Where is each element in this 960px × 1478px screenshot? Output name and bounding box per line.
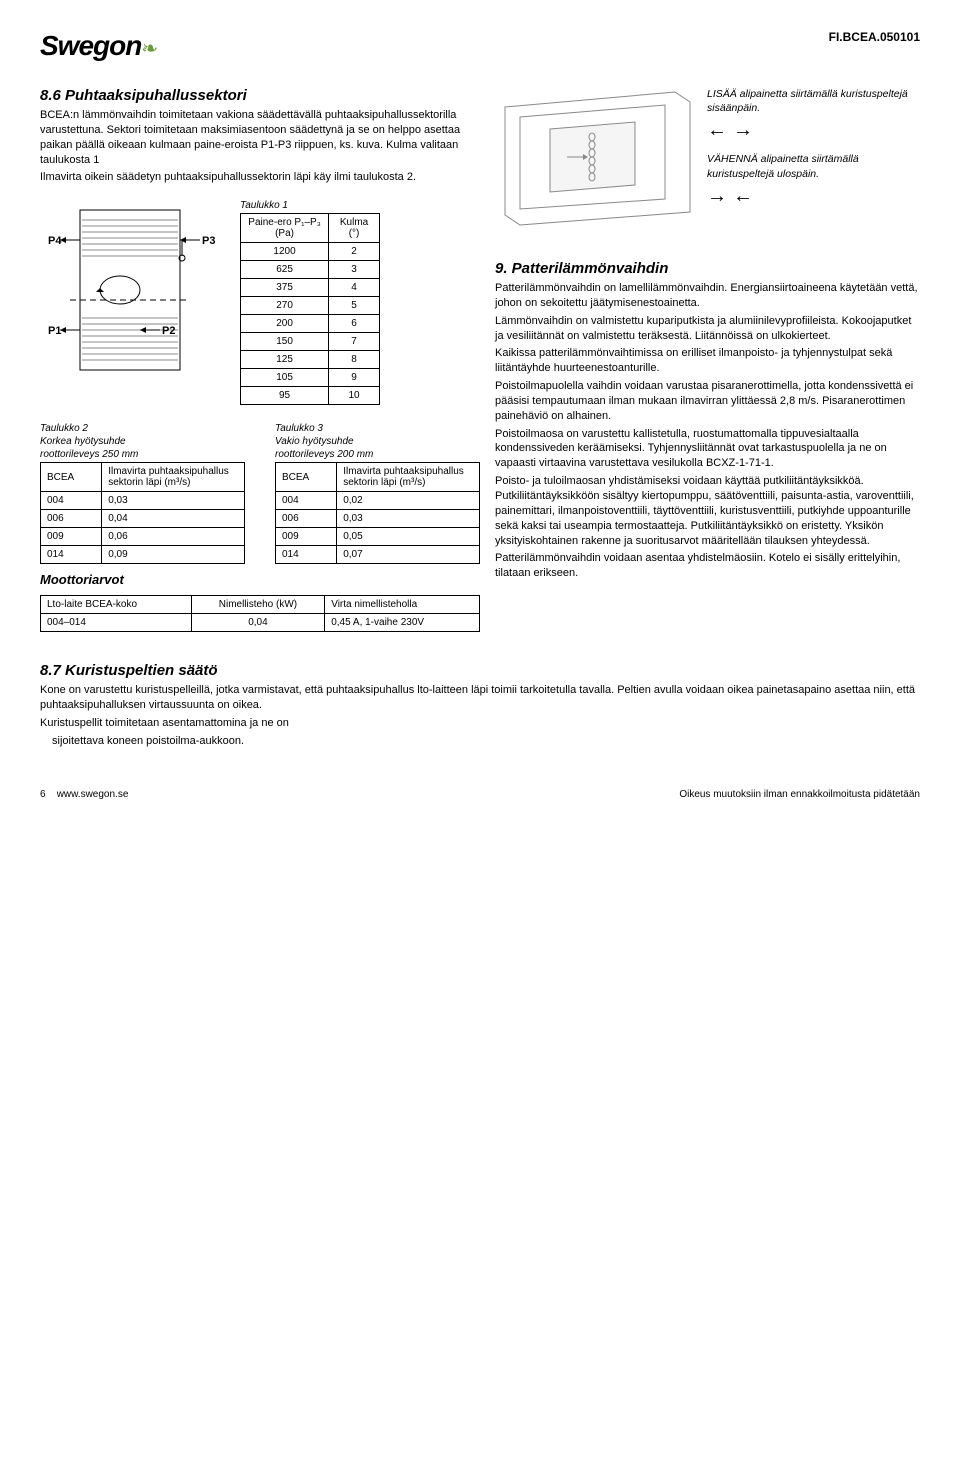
right-column: LISÄÄ alipainetta siirtämällä kuristuspe…	[495, 87, 920, 632]
sec86-p1: BCEA:n lämmönvaihdin toimitetaan vakiona…	[40, 108, 480, 167]
footer-url: www.swegon.se	[57, 789, 129, 800]
table-cell: 3	[329, 261, 380, 279]
label-p2: P2	[162, 325, 175, 337]
table-cell: 009	[276, 528, 337, 546]
label-p4: P4	[48, 235, 62, 247]
sec9-p6: Poisto- ja tuloilmaosan yhdistämiseksi v…	[495, 474, 920, 548]
damper-diagram: P4 P3 P1 P2	[40, 200, 220, 383]
sec87: 8.7 Kuristuspeltien säätö Kone on varust…	[40, 662, 920, 748]
table-cell: 0,05	[337, 528, 480, 546]
arrows-inward-icon: ←→	[707, 119, 920, 142]
table-cell: 004	[41, 492, 102, 510]
table-cell: 1200	[241, 243, 329, 261]
table1: Paine-ero P₁–P₃ (Pa) Kulma (°) 120026253…	[240, 213, 380, 405]
arrows-outward-icon: →←	[707, 185, 920, 208]
table-cell: 9	[329, 369, 380, 387]
table-cell: 95	[241, 387, 329, 405]
table1-container: Taulukko 1 Paine-ero P₁–P₃ (Pa) Kulma (°…	[240, 200, 380, 405]
table4: Lto-laite BCEA-koko Nimellisteho (kW) Vi…	[40, 595, 480, 632]
table-cell: 006	[276, 510, 337, 528]
sec87-p3: sijoitettava koneen poistoilma-aukkoon.	[40, 734, 920, 749]
table-cell: 6	[329, 315, 380, 333]
sec9-heading: 9. Patterilämmönvaihdin	[495, 260, 920, 277]
table-cell: 5	[329, 297, 380, 315]
sec87-p2: Kuristuspellit toimitetaan asentamattomi…	[40, 716, 920, 731]
footer-page: 6	[40, 789, 46, 800]
logo-text: Swegon	[40, 30, 141, 61]
logo: Swegon❧	[40, 30, 158, 62]
table1-h2: Kulma (°)	[329, 214, 380, 243]
table-cell: 10	[329, 387, 380, 405]
table-cell: 0,03	[337, 510, 480, 528]
table-cell: 625	[241, 261, 329, 279]
table-cell: 2	[329, 243, 380, 261]
table1-h1: Paine-ero P₁–P₃ (Pa)	[241, 214, 329, 243]
logo-leaf-icon: ❧	[141, 38, 158, 60]
label-p3: P3	[202, 235, 215, 247]
table-cell: 0,09	[102, 546, 245, 564]
table-cell: 150	[241, 333, 329, 351]
table-cell: 004	[276, 492, 337, 510]
table-cell: 4	[329, 279, 380, 297]
table3-container: Taulukko 3 Vakio hyötysuhde roottorileve…	[275, 423, 480, 564]
table-cell: 7	[329, 333, 380, 351]
sec9-p3: Kaikissa patterilämmönvaihtimissa on eri…	[495, 346, 920, 376]
sec9-p4: Poistoilmapuolella vaihdin voidaan varus…	[495, 379, 920, 424]
table3-caption: Taulukko 3	[275, 423, 480, 434]
sec9-p5: Poistoilmaosa on varustettu kallistetull…	[495, 427, 920, 472]
sec9-p1: Patterilämmönvaihdin on lamellilämmönvai…	[495, 281, 920, 311]
table-cell: 014	[41, 546, 102, 564]
table-cell: 0,06	[102, 528, 245, 546]
table-cell: 006	[41, 510, 102, 528]
footer: 6 www.swegon.se Oikeus muutoksiin ilman …	[40, 789, 920, 800]
table2-sub2: roottorileveys 250 mm	[40, 449, 245, 460]
sec87-p1: Kone on varustettu kuristuspelleillä, jo…	[40, 683, 920, 713]
left-column: 8.6 Puhtaaksipuhallussektori BCEA:n lämm…	[40, 87, 480, 632]
footer-right: Oikeus muutoksiin ilman ennakkoilmoitust…	[679, 789, 920, 800]
table2-caption: Taulukko 2	[40, 423, 245, 434]
table-cell: 009	[41, 528, 102, 546]
sec9-p7: Patterilämmönvaihdin voidaan asentaa yhd…	[495, 551, 920, 581]
sec9-p2: Lämmönvaihdin on valmistettu kupariputki…	[495, 314, 920, 344]
window-diagram	[495, 87, 695, 230]
table2-container: Taulukko 2 Korkea hyötysuhde roottorilev…	[40, 423, 245, 564]
table1-caption: Taulukko 1	[240, 200, 380, 211]
table3-sub1: Vakio hyötysuhde	[275, 436, 480, 447]
table3: BCEAIlmavirta puhtaaksipuhallus sektorin…	[275, 462, 480, 564]
table3-sub2: roottorileveys 200 mm	[275, 449, 480, 460]
document-code: FI.BCEA.050101	[829, 30, 920, 44]
note-decrease: VÄHENNÄ alipainetta siirtämällä kuristus…	[707, 152, 920, 180]
table2: BCEAIlmavirta puhtaaksipuhallus sektorin…	[40, 462, 245, 564]
note-increase: LISÄÄ alipainetta siirtämällä kuristuspe…	[707, 87, 920, 115]
table-cell: 0,03	[102, 492, 245, 510]
table-cell: 200	[241, 315, 329, 333]
table-cell: 375	[241, 279, 329, 297]
table-cell: 0,04	[102, 510, 245, 528]
table-cell: 125	[241, 351, 329, 369]
table-cell: 0,02	[337, 492, 480, 510]
sec86-heading: 8.6 Puhtaaksipuhallussektori	[40, 87, 480, 104]
label-p1: P1	[48, 325, 61, 337]
table-cell: 014	[276, 546, 337, 564]
motor-heading: Moottoriarvot	[40, 572, 480, 587]
table-cell: 0,07	[337, 546, 480, 564]
table-cell: 105	[241, 369, 329, 387]
sec87-heading: 8.7 Kuristuspeltien säätö	[40, 662, 920, 679]
sec86-p2: Ilmavirta oikein säädetyn puhtaaksipuhal…	[40, 170, 480, 185]
table-cell: 270	[241, 297, 329, 315]
table-cell: 8	[329, 351, 380, 369]
table2-sub1: Korkea hyötysuhde	[40, 436, 245, 447]
